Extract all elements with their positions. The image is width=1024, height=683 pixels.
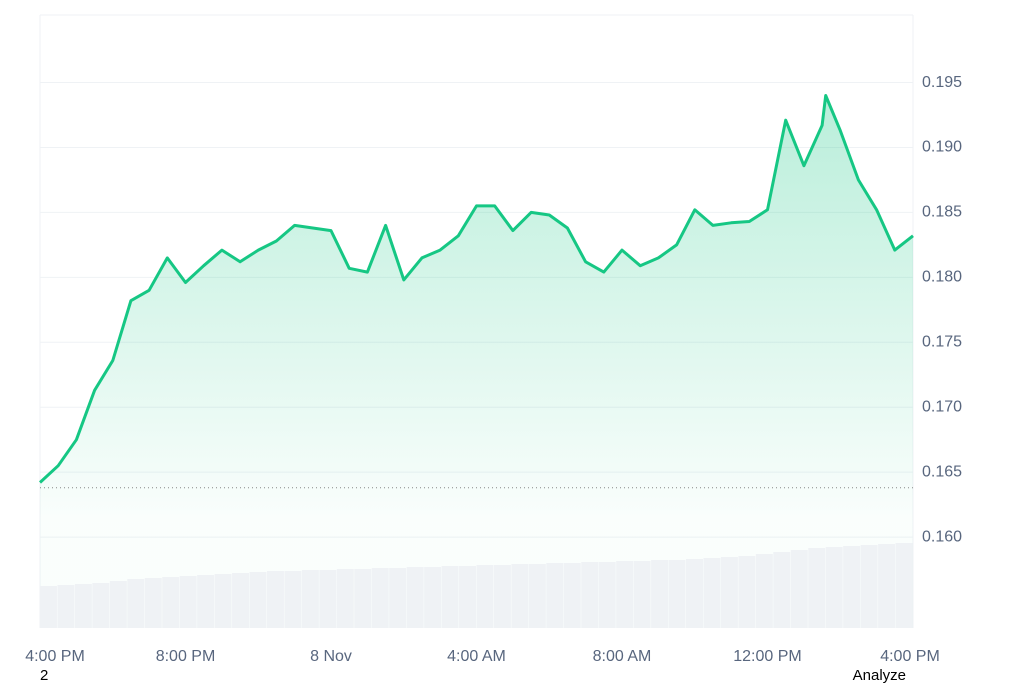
- volume-bar: [371, 568, 389, 628]
- volume-bar: [895, 543, 913, 628]
- volume-bar: [598, 562, 616, 628]
- y-tick-label: 0.180: [922, 269, 962, 286]
- volume-bar: [74, 584, 92, 628]
- volume-bar: [738, 556, 756, 628]
- volume-bar: [790, 550, 808, 628]
- volume-bar: [57, 585, 75, 628]
- volume-bar: [686, 559, 703, 628]
- volume-bar: [528, 564, 546, 628]
- y-tick-label: 0.160: [922, 528, 962, 545]
- volume-bar: [633, 561, 651, 628]
- volume-bar: [354, 569, 372, 628]
- volume-bar: [720, 557, 738, 628]
- volume-bar: [319, 570, 337, 628]
- x-tick-label: 12:00 PM: [733, 648, 801, 665]
- y-tick-label: 0.185: [922, 204, 962, 221]
- volume-bar: [459, 566, 476, 628]
- volume-bar: [493, 565, 511, 628]
- volume-bar: [92, 583, 110, 628]
- volume-bar: [441, 566, 459, 628]
- volume-bar: [144, 578, 162, 628]
- volume-bar: [109, 581, 127, 628]
- volume-bar: [40, 586, 57, 628]
- volume-bar: [127, 579, 145, 628]
- volume-bar: [581, 562, 599, 628]
- footer-left: 2: [40, 667, 48, 683]
- volume-bar: [476, 565, 494, 628]
- volume-bar: [389, 568, 407, 628]
- footer-right[interactable]: Analyze: [853, 667, 906, 683]
- x-tick-label: 4:00 AM: [447, 648, 506, 665]
- volume-bar: [214, 574, 232, 628]
- volume-bar: [860, 545, 878, 628]
- volume-bar: [179, 576, 197, 628]
- volume-bar: [197, 575, 215, 628]
- volume-bar: [546, 563, 564, 628]
- volume-bar: [651, 560, 669, 628]
- volume-bar: [232, 573, 250, 628]
- volume-bar: [424, 567, 442, 628]
- y-tick-label: 0.165: [922, 463, 962, 480]
- x-tick-label: 8:00 AM: [593, 648, 652, 665]
- y-tick-label: 0.190: [922, 139, 962, 156]
- x-tick-label: 8:00 PM: [156, 648, 216, 665]
- volume-bar: [843, 546, 861, 628]
- volume-bar: [825, 547, 843, 628]
- volume-bar: [668, 560, 686, 628]
- y-tick-label: 0.195: [922, 74, 962, 91]
- price-line: [38, 94, 914, 484]
- x-tick-label: 8 Nov: [310, 648, 352, 665]
- volume-bar: [162, 577, 180, 628]
- y-tick-label: 0.170: [922, 398, 962, 415]
- volume-bar: [773, 552, 791, 628]
- volume-bar: [301, 570, 319, 628]
- volume-bar: [336, 569, 354, 628]
- x-tick-label: 4:00 PM: [880, 648, 940, 665]
- area-fill: [40, 95, 913, 628]
- volume-bar: [511, 564, 529, 628]
- volume-bar: [703, 558, 721, 628]
- volume-bar: [878, 544, 896, 628]
- volume-bar: [616, 561, 634, 628]
- volume-bar: [284, 571, 302, 628]
- volume-bar: [249, 572, 267, 628]
- x-tick-label: 4:00 PM: [25, 648, 85, 665]
- volume-bar: [808, 548, 826, 628]
- volume-bar: [563, 563, 581, 628]
- volume-bar: [755, 554, 773, 628]
- volume-bar: [266, 571, 284, 628]
- y-tick-label: 0.175: [922, 333, 962, 350]
- volume-bar: [406, 567, 424, 628]
